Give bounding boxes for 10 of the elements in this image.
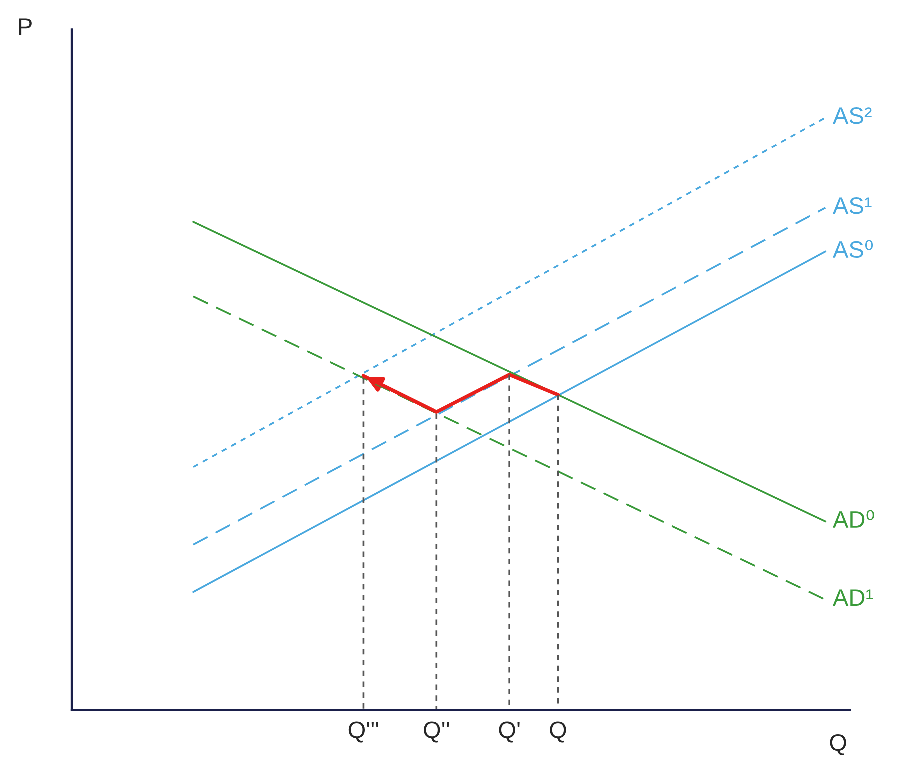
x-tick-label: Q''' xyxy=(348,722,378,743)
series-label: AS² xyxy=(832,108,872,124)
series-label: AS⁰ xyxy=(832,240,874,258)
y-axis-title: P xyxy=(19,18,32,35)
series-label: AD⁰ xyxy=(832,510,874,528)
x-tick-label: Q xyxy=(550,722,566,743)
x-tick-label: Q'' xyxy=(424,722,450,743)
series-label: AS¹ xyxy=(832,198,872,214)
x-tick-label: Q' xyxy=(499,722,520,743)
series-label: AD¹ xyxy=(832,590,874,606)
